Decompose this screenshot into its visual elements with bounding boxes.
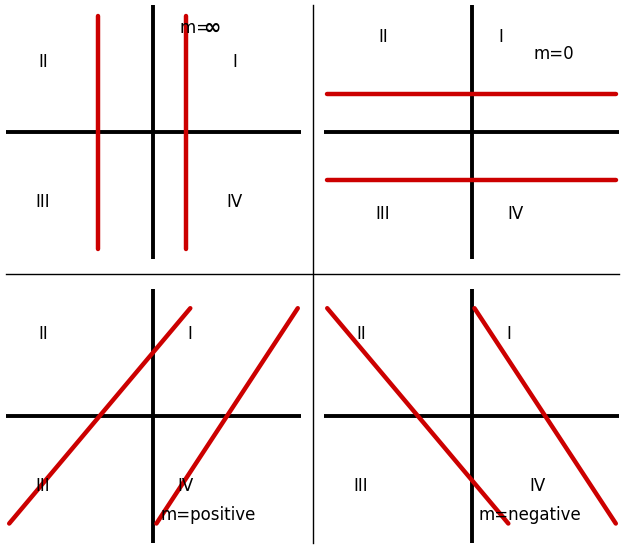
Text: III: III <box>354 477 368 494</box>
Text: IV: IV <box>529 477 546 494</box>
Text: IV: IV <box>508 206 524 224</box>
Text: II: II <box>38 324 48 342</box>
Text: I: I <box>506 324 511 342</box>
Text: ∞: ∞ <box>202 18 220 38</box>
Text: m=0: m=0 <box>533 44 574 62</box>
Text: II: II <box>356 324 366 342</box>
Text: I: I <box>499 28 503 46</box>
Text: II: II <box>38 54 48 71</box>
Text: IV: IV <box>226 193 242 211</box>
Text: III: III <box>36 477 51 494</box>
Text: III: III <box>36 193 51 211</box>
Text: II: II <box>378 28 388 46</box>
Text: I: I <box>188 324 192 342</box>
Text: m=: m= <box>180 19 216 37</box>
Text: m=negative: m=negative <box>479 506 582 524</box>
Text: I: I <box>232 54 237 71</box>
Text: III: III <box>376 206 391 224</box>
Text: IV: IV <box>177 477 194 494</box>
Text: m=positive: m=positive <box>161 506 256 524</box>
